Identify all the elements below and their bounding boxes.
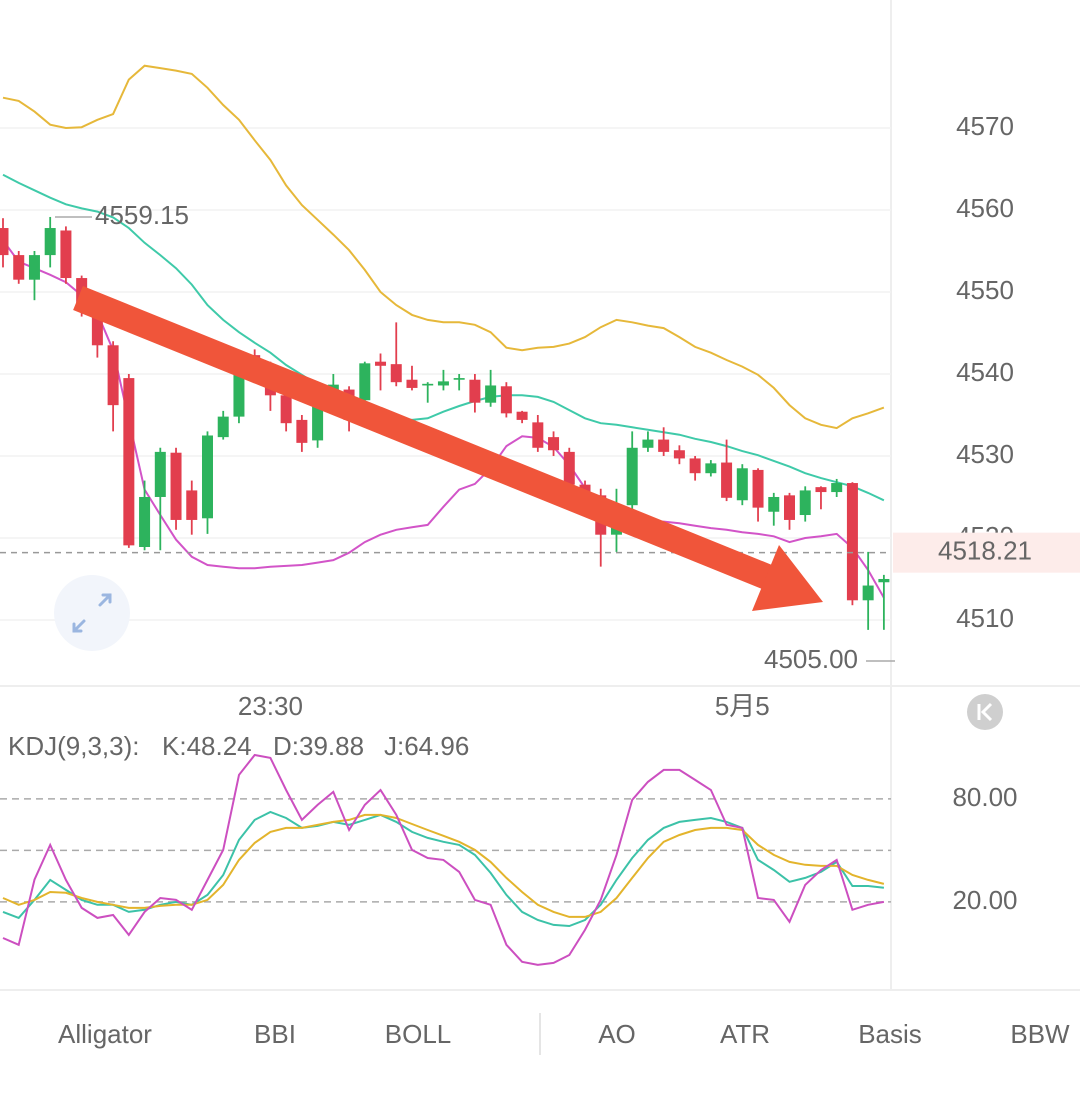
legend-entry: K:48.24 [162,731,252,761]
candle-body [107,345,119,406]
panel-title: KDJ(9,3,3): [8,731,140,761]
candle-body [154,451,166,497]
candle-body [170,452,182,520]
candle-body [689,458,701,474]
candle-body [123,378,135,546]
candle-body [721,462,733,498]
candle-body [453,378,465,380]
y-tick-label: 4530 [956,439,1014,469]
indicator-tab[interactable]: BOLL [385,1019,452,1049]
candle-body [437,381,449,386]
trend-arrow-shaft [73,285,777,592]
candle-body [296,419,308,443]
candle-body [233,369,245,417]
last-price-label: 4518.21 [938,536,1032,566]
candle-body [485,385,497,403]
plot-area [0,64,891,966]
y-tick-label: 4540 [956,357,1014,387]
candle-body [217,416,229,438]
candle-body [186,490,198,520]
candle-body [626,447,638,506]
expand-button[interactable] [54,575,130,651]
candle-body [0,228,9,256]
candle-body [60,230,72,279]
candle-body [784,495,795,520]
candle-body [548,437,560,451]
candle-body [406,379,418,388]
kdj-line [2,753,885,966]
candle-body [312,395,324,441]
indicator-tab[interactable]: Basis [858,1019,922,1049]
indicator-tab[interactable]: BBI [254,1019,296,1049]
candle-body [768,496,780,512]
candle-body [815,487,827,493]
legend-entry: J:64.96 [384,731,469,761]
candle-body [375,361,387,366]
candle-body [705,463,717,474]
y-tick-label: 4570 [956,111,1014,141]
candle-body [799,490,811,516]
boll-line [2,173,885,502]
y-tick-label: 80.00 [952,782,1017,812]
boll-line [2,64,885,430]
candle-body [831,483,843,493]
last-price-box [893,532,1080,573]
candle-body [563,451,575,485]
scroll-icon [977,702,993,722]
indicator-tab[interactable]: Alligator [58,1019,152,1049]
expand-icon [72,593,112,633]
candle-body [532,422,544,448]
candle-body [673,450,685,459]
candle-body [658,439,670,452]
candle-body [500,386,512,414]
candle-body [862,585,874,601]
candle-body [736,468,748,501]
indicator-tab[interactable]: BBW [1010,1019,1070,1049]
indicator-tab[interactable]: ATR [720,1019,770,1049]
candle-body [91,310,103,346]
candle-body [280,395,292,424]
candle-body [28,255,40,280]
trend-arrow-head [752,545,823,611]
candle-body [201,435,213,519]
candle-body [139,496,151,547]
candle-body [516,411,528,420]
x-tick-label: 23:30 [238,691,303,721]
candle-body [878,578,890,583]
legend-entry: D:39.88 [273,731,364,761]
candle-body [44,228,56,256]
low-marker-label: 4505.00 [764,644,858,674]
candle-body [642,439,654,448]
overlay [54,285,1003,1055]
candle-body [422,383,434,386]
candle-body [359,363,371,401]
candle-body [13,255,25,280]
high-marker-label: 4559.15 [95,200,189,230]
candle-body [846,483,858,601]
y-tick-label: 20.00 [952,885,1017,915]
y-tick-label: 4510 [956,603,1014,633]
x-tick-label: 5月5 [715,691,770,721]
candle-body [752,469,764,508]
indicator-tab[interactable]: AO [598,1019,636,1049]
y-tick-label: 4560 [956,193,1014,223]
candle-body [390,364,402,383]
y-tick-label: 4550 [956,275,1014,305]
candle-body [469,379,481,403]
